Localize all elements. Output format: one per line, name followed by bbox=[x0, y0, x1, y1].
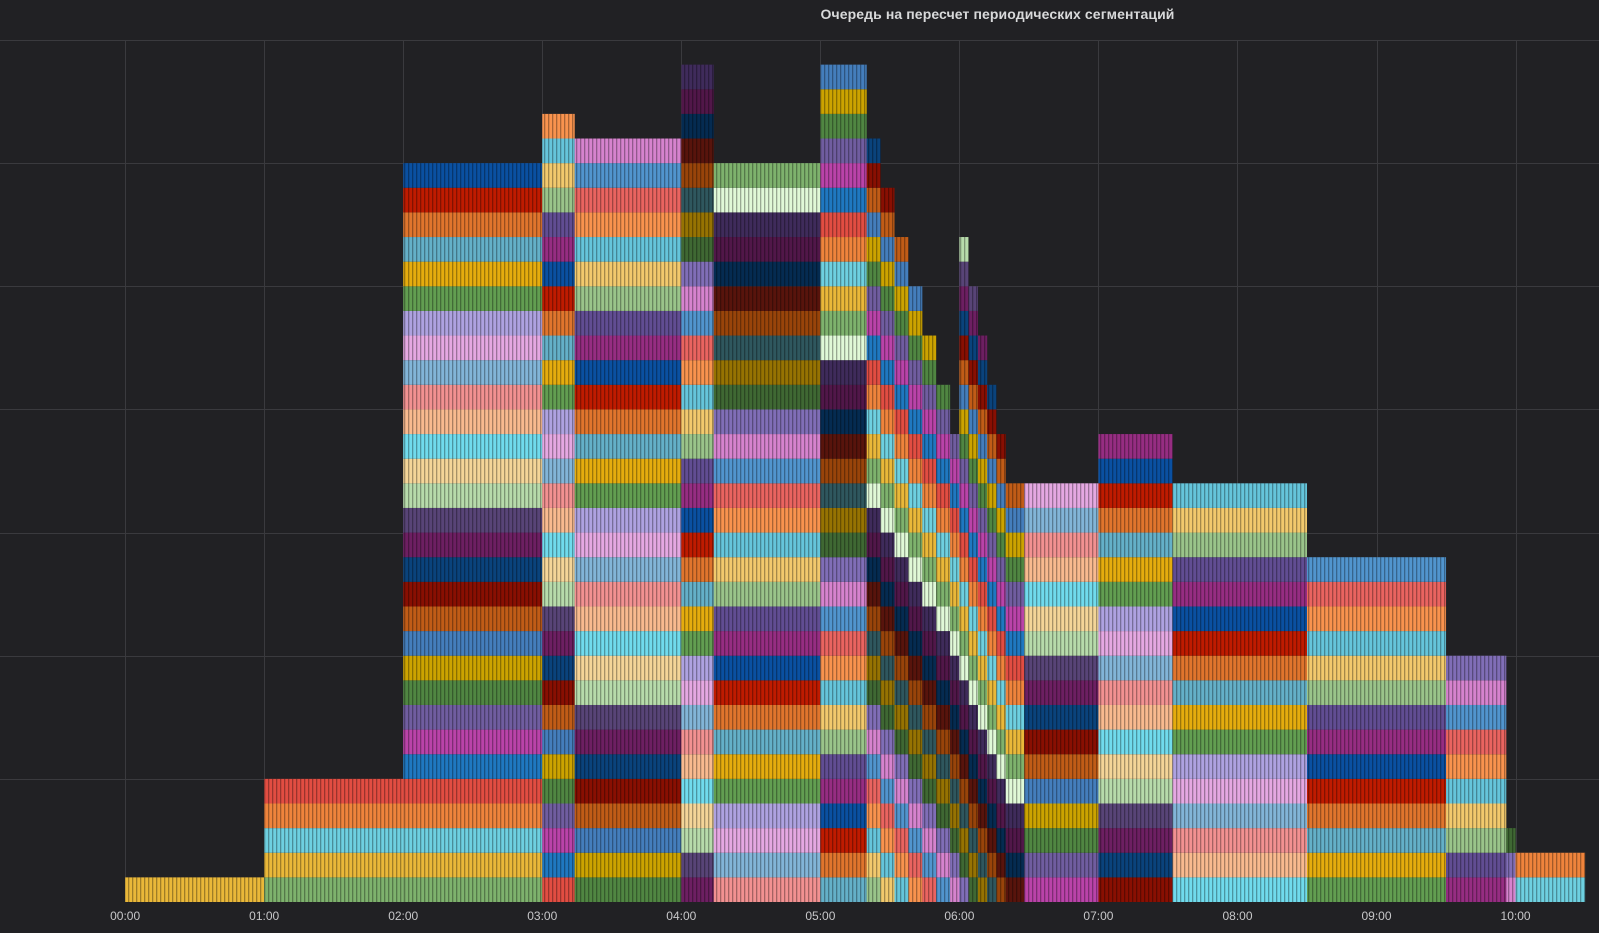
x-tick-label: 09:00 bbox=[1362, 909, 1392, 923]
bar-texture-15 bbox=[959, 237, 969, 902]
bar-texture-9 bbox=[880, 187, 895, 902]
x-tick-label: 02:00 bbox=[388, 909, 418, 923]
chart-title: Очередь на пересчет периодических сегмен… bbox=[820, 6, 1175, 22]
bar-texture-25 bbox=[1446, 655, 1507, 902]
x-tick-label: 07:00 bbox=[1083, 909, 1113, 923]
x-tick-label: 05:00 bbox=[805, 909, 835, 923]
x-tick-label: 06:00 bbox=[944, 909, 974, 923]
bar-texture-24 bbox=[1307, 557, 1447, 902]
bar-texture-12 bbox=[922, 335, 937, 902]
bar-texture-17 bbox=[977, 335, 988, 902]
bar-texture-8 bbox=[866, 138, 881, 902]
bar-texture-13 bbox=[936, 384, 951, 902]
bar-texture-27 bbox=[1515, 852, 1586, 902]
bar-texture-21 bbox=[1024, 483, 1099, 902]
x-tick-label: 04:00 bbox=[666, 909, 696, 923]
bar-texture-3 bbox=[542, 113, 575, 902]
bar-texture-23 bbox=[1172, 483, 1308, 902]
x-tick-label: 08:00 bbox=[1222, 909, 1252, 923]
x-tick-label: 03:00 bbox=[527, 909, 557, 923]
x-tick-label: 00:00 bbox=[110, 909, 140, 923]
bar-texture-26 bbox=[1506, 828, 1516, 902]
x-tick-label: 10:00 bbox=[1501, 909, 1531, 923]
bar-texture-0 bbox=[125, 877, 265, 902]
x-axis: 00:00 01:00 02:00 03:00 04:00 05:00 06:00 07:00… bbox=[110, 909, 1531, 923]
bar-texture-5 bbox=[681, 64, 714, 902]
bar-texture-22 bbox=[1098, 434, 1173, 902]
bar-texture-18 bbox=[987, 384, 997, 902]
bar-texture-1 bbox=[264, 778, 404, 902]
bar-texture-14 bbox=[950, 434, 960, 902]
bar-texture-11 bbox=[908, 286, 923, 902]
bar-texture bbox=[125, 64, 1586, 902]
bar-texture-20 bbox=[1005, 483, 1025, 902]
bar-texture-6 bbox=[713, 163, 821, 902]
bar-texture-10 bbox=[894, 237, 909, 902]
bar-texture-16 bbox=[968, 286, 978, 902]
bar-texture-4 bbox=[574, 138, 682, 902]
bar-texture-7 bbox=[820, 64, 867, 902]
x-tick-label: 01:00 bbox=[249, 909, 279, 923]
bar-texture-19 bbox=[996, 434, 1006, 902]
bar-texture-2 bbox=[403, 163, 543, 902]
